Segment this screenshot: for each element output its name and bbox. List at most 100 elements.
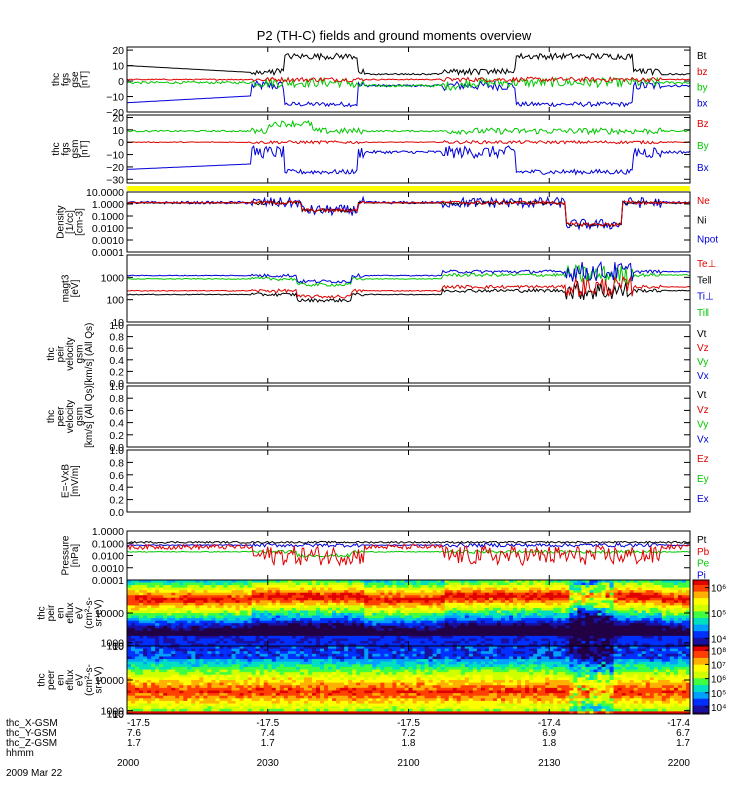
- spectrogram-cell: [665, 610, 671, 614]
- spectrogram-cell: [368, 630, 373, 634]
- spectrogram-cell: [585, 605, 590, 609]
- spectrogram-cell: [400, 618, 405, 622]
- spectrogram-cell: [609, 640, 615, 644]
- spectrogram-cell: [203, 638, 208, 642]
- spectrogram-cell: [251, 669, 257, 673]
- spectrogram-cell: [420, 620, 426, 624]
- spectrogram-cell: [605, 602, 611, 606]
- spectrogram-cell: [135, 693, 140, 697]
- spectrogram-cell: [227, 638, 233, 642]
- spectrogram-cell: [159, 648, 164, 652]
- spectrogram-cell: [480, 582, 486, 586]
- spectrogram-cell: [641, 643, 647, 647]
- spectrogram-cell: [384, 628, 389, 632]
- spectrogram-cell: [629, 643, 635, 647]
- spectrogram-cell: [267, 677, 273, 681]
- spectrogram-cell: [681, 618, 687, 622]
- spectrogram-cell: [533, 610, 538, 614]
- spectrogram-cell: [645, 635, 651, 639]
- spectrogram-cell: [187, 625, 192, 629]
- spectrogram-cell: [637, 625, 643, 629]
- spectrogram-cell: [187, 587, 192, 591]
- y-tick-label: 0.0010: [92, 563, 124, 575]
- spectrogram-cell: [271, 602, 277, 606]
- spectrogram-cell: [529, 580, 534, 584]
- spectrogram-cell: [207, 666, 212, 671]
- spectrogram-cell: [444, 587, 450, 591]
- spectrogram-cell: [565, 615, 570, 619]
- spectrogram-cell: [416, 607, 422, 611]
- spectrogram-cell: [388, 595, 393, 599]
- spectrogram-cell: [291, 585, 297, 589]
- spectrogram-cell: [517, 628, 522, 632]
- spectrogram-cell: [585, 602, 590, 606]
- spectrogram-cell: [661, 582, 667, 586]
- spectrogram-cell: [227, 700, 233, 705]
- spectrogram-cell: [621, 640, 627, 644]
- spectrogram-cell: [303, 643, 309, 647]
- spectrogram-cell: [127, 595, 132, 599]
- spectrogram-cell: [585, 615, 590, 619]
- spectrogram-cell: [219, 661, 225, 665]
- spectrogram-cell: [255, 700, 261, 705]
- spectrogram-cell: [195, 674, 200, 678]
- spectrogram-cell: [545, 628, 550, 632]
- spectrogram-cell: [444, 623, 450, 627]
- spectrogram-cell: [131, 602, 136, 606]
- spectrogram-cell: [135, 659, 140, 663]
- spectrogram-cell: [239, 635, 245, 639]
- spectrogram-cell: [376, 607, 381, 611]
- spectrogram-cell: [231, 613, 237, 617]
- spectrogram-cell: [243, 664, 249, 668]
- spectrogram-cell: [444, 595, 450, 599]
- spectrogram-cell: [255, 640, 261, 644]
- colorbar-segment: [693, 631, 709, 634]
- spectrogram-cell: [255, 643, 261, 647]
- spectrogram-cell: [179, 625, 184, 629]
- spectrogram-cell: [227, 610, 233, 614]
- spectrogram-cell: [231, 653, 237, 657]
- spectrogram-cell: [235, 630, 241, 634]
- spectrogram-cell: [223, 580, 229, 584]
- spectrogram-cell: [187, 687, 192, 691]
- spectrogram-cell: [179, 708, 184, 712]
- spectrogram-cell: [633, 592, 639, 596]
- spectrogram-cell: [324, 635, 329, 639]
- spectrogram-cell: [243, 640, 249, 644]
- spectrogram-cell: [432, 640, 438, 644]
- spectrogram-cell: [295, 607, 301, 611]
- spectrogram-cell: [585, 613, 590, 617]
- spectrogram-cell: [171, 706, 176, 710]
- spectrogram-cell: [159, 640, 164, 644]
- spectrogram-cell: [609, 602, 615, 606]
- spectrogram-cell: [279, 582, 285, 586]
- spectrogram-cell: [171, 592, 176, 596]
- spectrogram-cell: [279, 597, 285, 601]
- spectrogram-cell: [665, 595, 671, 599]
- spectrogram-cell: [159, 643, 164, 647]
- spectrogram-cell: [259, 680, 265, 684]
- spectrogram-cell: [151, 659, 156, 663]
- spectrogram-cell: [219, 648, 225, 652]
- spectrogram-cell: [139, 613, 144, 617]
- spectrogram-cell: [191, 623, 196, 627]
- spectrogram-cell: [364, 602, 369, 606]
- spectrogram-cell: [291, 620, 297, 624]
- spectrogram-cell: [143, 580, 148, 584]
- spectrogram-cell: [203, 672, 208, 676]
- spectrogram-cell: [525, 602, 530, 606]
- spectrogram-cell: [135, 661, 140, 665]
- spectrogram-cell: [384, 595, 389, 599]
- spectrogram-cell: [661, 623, 667, 627]
- spectrogram-cell: [625, 620, 631, 624]
- spectrogram-cell: [476, 625, 482, 629]
- spectrogram-cell: [669, 602, 675, 606]
- spectrogram-cell: [617, 615, 623, 619]
- spectrogram-cell: [332, 613, 337, 617]
- spectrogram-cell: [597, 610, 603, 614]
- spectrogram-cell: [255, 672, 261, 676]
- spectrogram-cell: [589, 628, 594, 632]
- spectrogram-cell: [131, 580, 136, 584]
- spectrogram-cell: [537, 613, 542, 617]
- spectrogram-cell: [299, 615, 305, 619]
